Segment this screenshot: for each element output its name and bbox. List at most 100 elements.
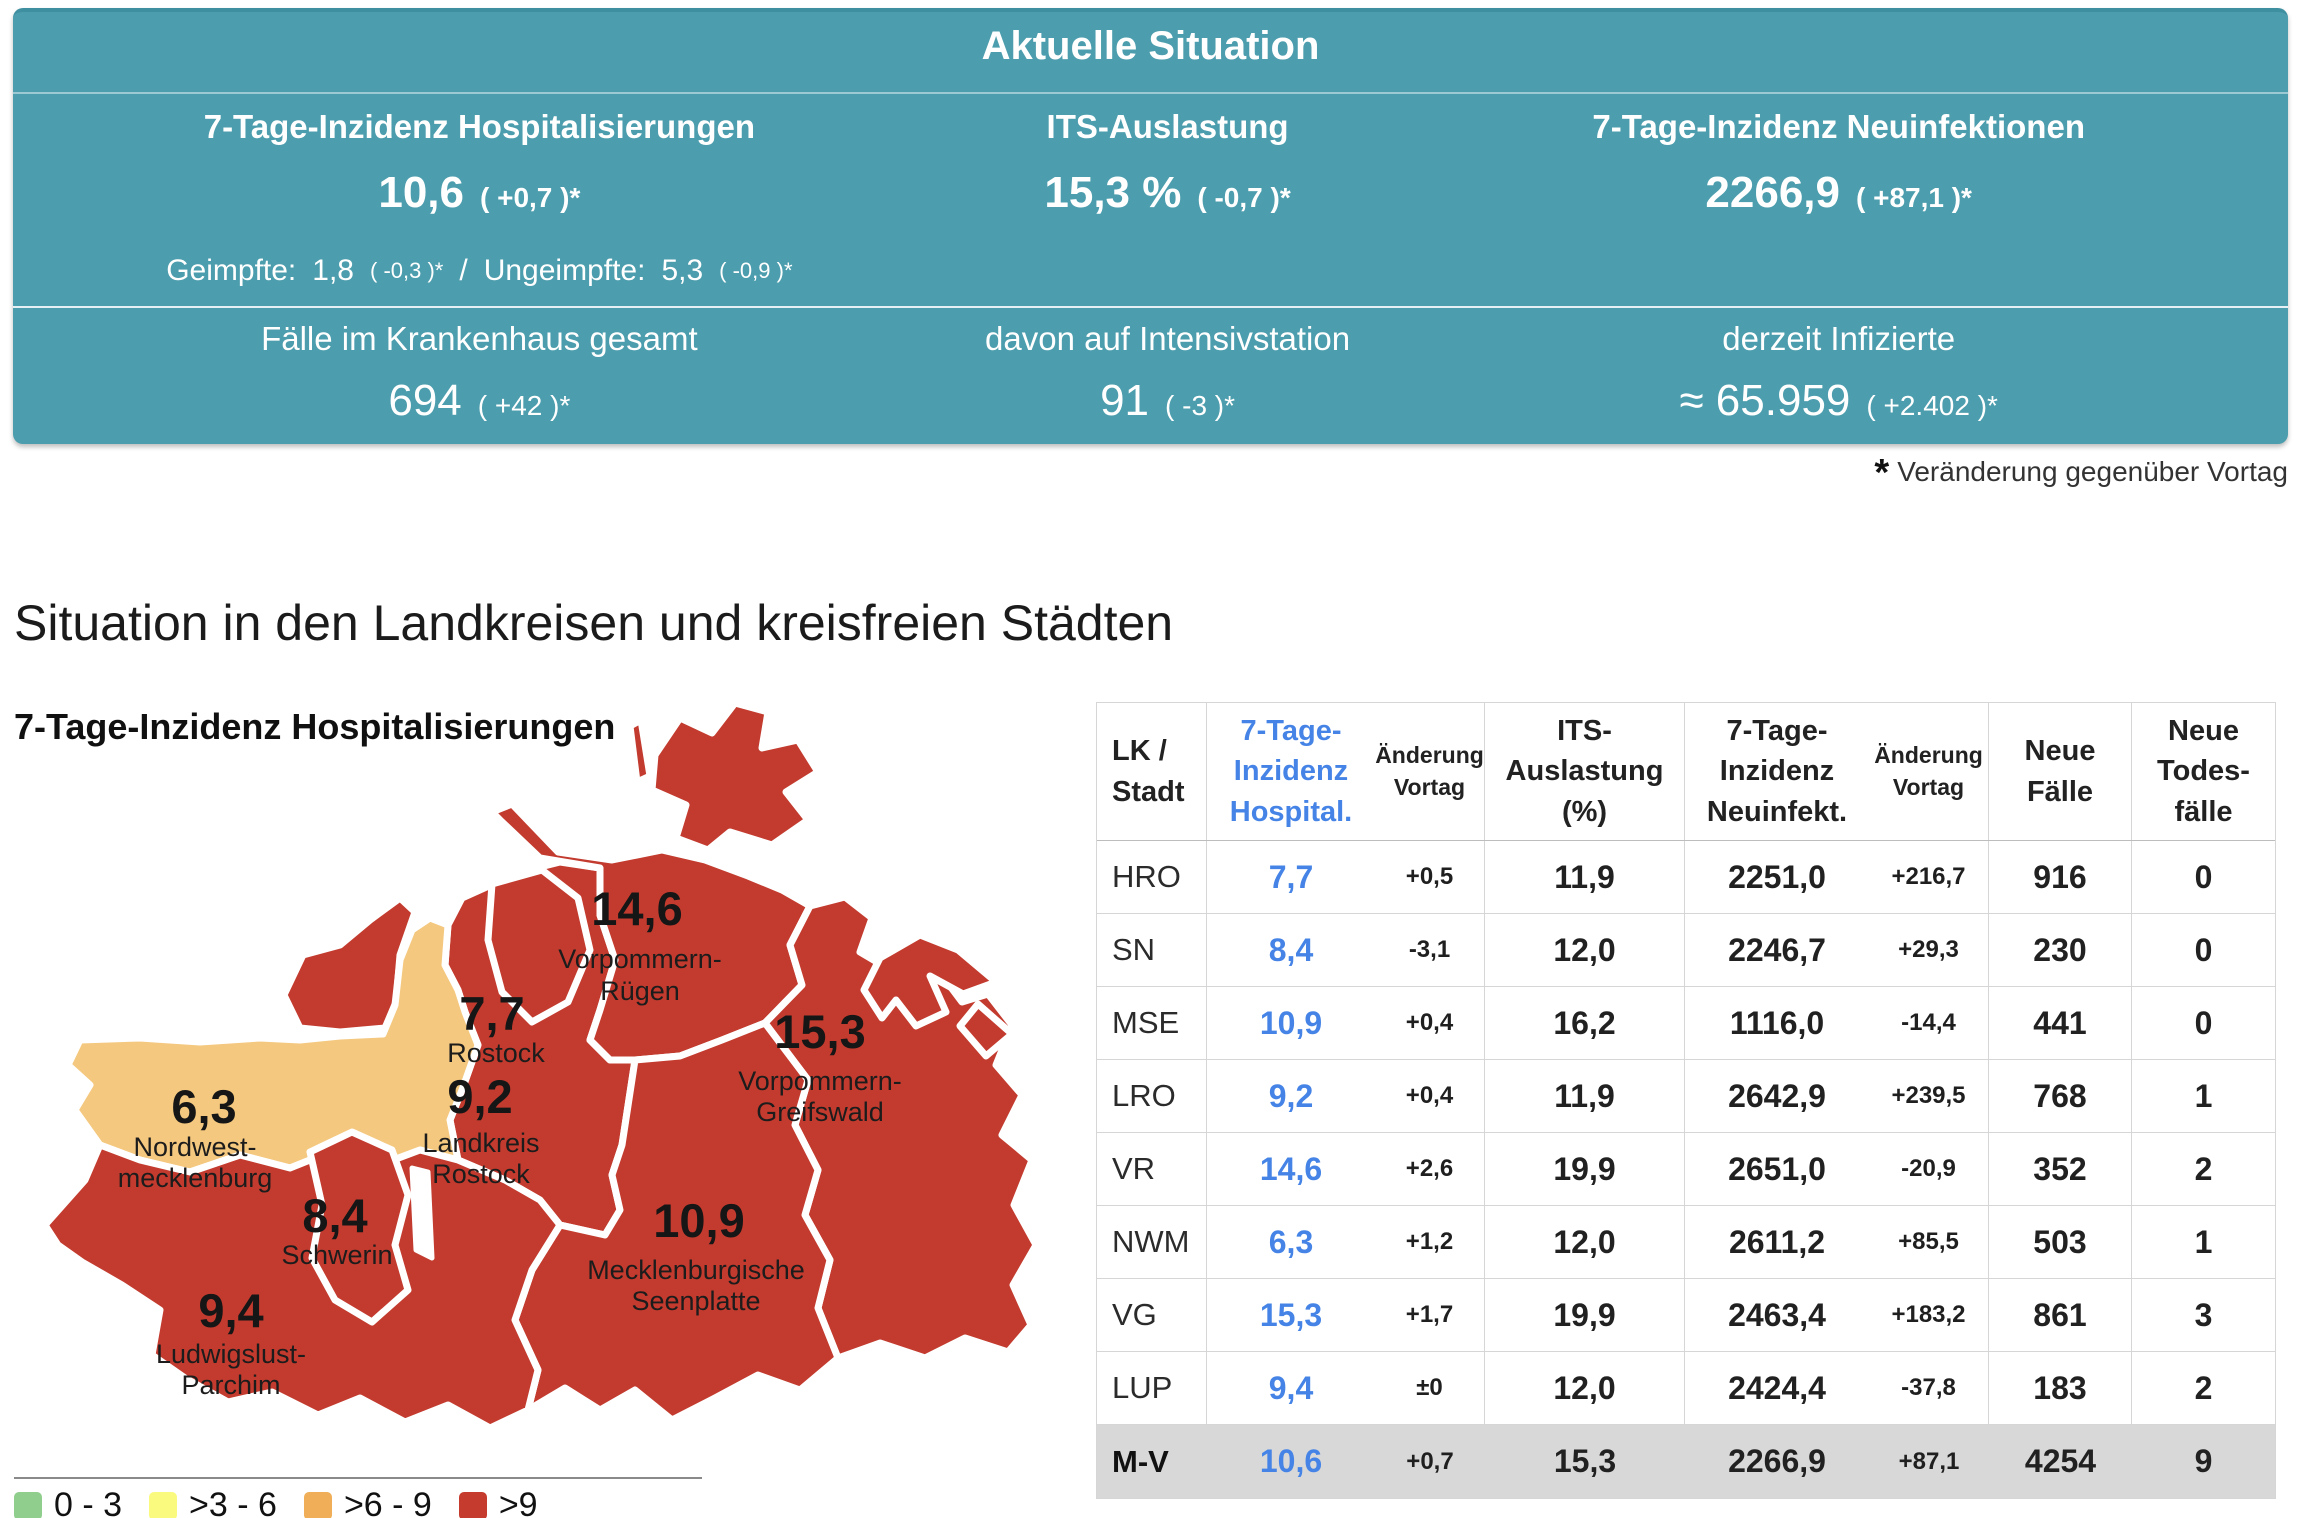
cell-neue-faelle: 4254: [2024, 1443, 2097, 1479]
vacc-value-geimpfte: 1,8: [312, 254, 354, 287]
vacc-label-ungeimpfte: Ungeimpfte:: [483, 254, 646, 287]
metric-label-its: ITS-Auslastung: [1046, 108, 1289, 145]
cell-neue-faelle: 352: [1989, 1133, 2132, 1205]
cell-hosp-change: +1,2: [1375, 1206, 1485, 1278]
vacc-separator: /: [459, 254, 468, 287]
cell-neue-faelle: 861: [1989, 1279, 2132, 1351]
map-name-line: Schwerin: [281, 1240, 392, 1270]
header-line: Vortag: [1393, 773, 1466, 800]
legend-item-gt9: >9: [458, 1486, 538, 1518]
vacc-value-ungeimpfte: 5,3: [661, 254, 704, 287]
metric-value-infizierte: ≈ 65.959: [1679, 376, 1851, 425]
legend-item-0-3: 0 - 3: [14, 1486, 122, 1518]
map-legend: 0 - 3 >3 - 6 >6 - 9 >9: [14, 1477, 704, 1518]
metric-change-intensivstation: ( -3 )*: [1165, 390, 1236, 421]
cell-code: LUP: [1097, 1352, 1207, 1424]
cell-its: 11,9: [1485, 841, 1685, 913]
map-name-line: Greifswald: [756, 1097, 884, 1127]
header-line: LK /: [1112, 734, 1167, 767]
map-name-line: Vorpommern-: [738, 1066, 902, 1096]
legend-label: 0 - 3: [54, 1486, 123, 1518]
metric-change-hosp: ( +0,7 )*: [480, 182, 581, 213]
map-name-line: Parchim: [181, 1370, 280, 1400]
header-line: 7-Tage-: [1240, 714, 1342, 747]
cell-neue-todesfaelle: 1: [2194, 1223, 2213, 1260]
legend-swatch-green: [14, 1491, 42, 1518]
map-labels: 14,6 Vorpommern- Rügen 7,7 Rostock 15,3 …: [118, 882, 902, 1400]
table-row-hro: HRO 7,7 +0,5 11,9 2251,0 +216,7 916 0: [1097, 841, 2275, 914]
metric-label-infizierte: derzeit Infizierte: [1722, 320, 1956, 357]
cell-code: HRO: [1097, 841, 1207, 913]
cell-hosp-change: +2,6: [1375, 1133, 1485, 1205]
header-line: Neuinfekt.: [1706, 795, 1848, 828]
cell-neuinfekt: 2463,4: [1728, 1296, 1826, 1333]
cell-neuinfekt-change: +239,5: [1869, 1060, 1989, 1132]
cell-neuinfekt: 2651,0: [1728, 1150, 1826, 1187]
cell-hosp-change: +1,7: [1375, 1279, 1485, 1351]
cell-neue-todesfaelle: 3: [2194, 1296, 2213, 1333]
cell-code: M-V: [1112, 1443, 1169, 1479]
table-row-lup: LUP 9,4 ±0 12,0 2424,4 -37,8 183 2: [1097, 1352, 2275, 1425]
metric-label-hosp-inzidenz: 7-Tage-Inzidenz Hospitalisierungen: [203, 108, 756, 145]
cell-code: NWM: [1097, 1206, 1207, 1278]
cell-neuinfekt: 2642,9: [1728, 1077, 1826, 1114]
col-header-hospitalisierung: 7-Tage- Inzidenz Hospital.: [1207, 703, 1375, 840]
cell-neuinfekt-change: +216,7: [1869, 841, 1989, 913]
table-row-mse: MSE 10,9 +0,4 16,2 1116,0 -14,4 441 0: [1097, 987, 2275, 1060]
table-row-nwm: NWM 6,3 +1,2 12,0 2611,2 +85,5 503 1: [1097, 1206, 2275, 1279]
cell-neuinfekt-change: +85,5: [1869, 1206, 1989, 1278]
legend-swatch-red: [458, 1491, 487, 1518]
cell-code: MSE: [1097, 987, 1207, 1059]
cell-its: 12,0: [1485, 1206, 1685, 1278]
cell-hosp-change: +0,5: [1375, 841, 1485, 913]
metric-value-hosp: 10,6: [378, 168, 464, 217]
footnote: * Veränderung gegenüber Vortag: [1874, 452, 2288, 495]
cell-neue-faelle: 183: [1989, 1352, 2132, 1424]
cell-neuinfekt: 2251,0: [1728, 858, 1826, 895]
cell-neue-faelle: 503: [1989, 1206, 2132, 1278]
header-line: Stadt: [1112, 775, 1185, 808]
header-line: Fälle: [2026, 775, 2094, 808]
header-line: Änderung: [1375, 742, 1484, 769]
metric-label-krankenhaus: Fälle im Krankenhaus gesamt: [261, 320, 698, 357]
cell-neue-todesfaelle: 0: [2194, 858, 2213, 895]
cell-code: SN: [1097, 914, 1207, 986]
cell-hosp: 9,2: [1268, 1077, 1314, 1114]
cell-neue-todesfaelle: 1: [2194, 1077, 2213, 1114]
cell-neuinfekt-change: +29,3: [1869, 914, 1989, 986]
header-line: ITS-: [1557, 714, 1612, 747]
cell-code: VG: [1097, 1279, 1207, 1351]
cell-hosp: 9,4: [1268, 1369, 1314, 1406]
cell-neuinfekt: 2246,7: [1728, 931, 1826, 968]
map-name-line: Mecklenburgische: [587, 1255, 805, 1285]
col-header-neue-faelle: Neue Fälle: [1989, 703, 2132, 840]
vacc-change-geimpfte: ( -0,3 )*: [370, 258, 444, 283]
cell-its: 12,0: [1485, 914, 1685, 986]
map-name-line: Seenplatte: [631, 1286, 760, 1316]
header-line: Vortag: [1892, 773, 1965, 800]
cell-its: 16,2: [1485, 987, 1685, 1059]
separator: [13, 306, 2288, 308]
metric-value-intensivstation: 91: [1100, 376, 1150, 425]
legend-label: >3 - 6: [189, 1486, 277, 1518]
cell-its: 19,9: [1485, 1279, 1685, 1351]
metric-value-its: 15,3 %: [1044, 168, 1182, 217]
map-value-schwerin: 8,4: [302, 1189, 367, 1242]
header-line: Inzidenz: [1719, 755, 1835, 788]
header-line: Neue: [2024, 734, 2096, 767]
cell-neue-todesfaelle: 2: [2194, 1150, 2213, 1187]
map-value-ludwigslust-parchim: 9,4: [198, 1284, 263, 1337]
map-name-line: mecklenburg: [118, 1163, 273, 1193]
summary-box: Aktuelle Situation 7-Tage-Inzidenz Hospi…: [13, 8, 2288, 444]
cell-hosp-change: +0,4: [1375, 1060, 1485, 1132]
summary-row1-labels: 7-Tage-Inzidenz Hospitalisierungen ITS-A…: [13, 108, 2288, 146]
header-line: fälle: [2174, 795, 2233, 828]
footnote-asterisk: *: [1874, 452, 1890, 494]
metric-change-its: ( -0,7 )*: [1197, 182, 1291, 213]
metric-value-neuinfektionen: 2266,9: [1705, 168, 1840, 217]
choropleth-map: 14,6 Vorpommern- Rügen 7,7 Rostock 15,3 …: [41, 700, 1040, 1432]
summary-title: Aktuelle Situation: [981, 24, 1320, 68]
map-region-mecklenburgische-seenplatte: [511, 1019, 842, 1424]
header-line: Änderung: [1874, 742, 1983, 769]
map-lake-schweriner-see: [409, 1165, 435, 1261]
